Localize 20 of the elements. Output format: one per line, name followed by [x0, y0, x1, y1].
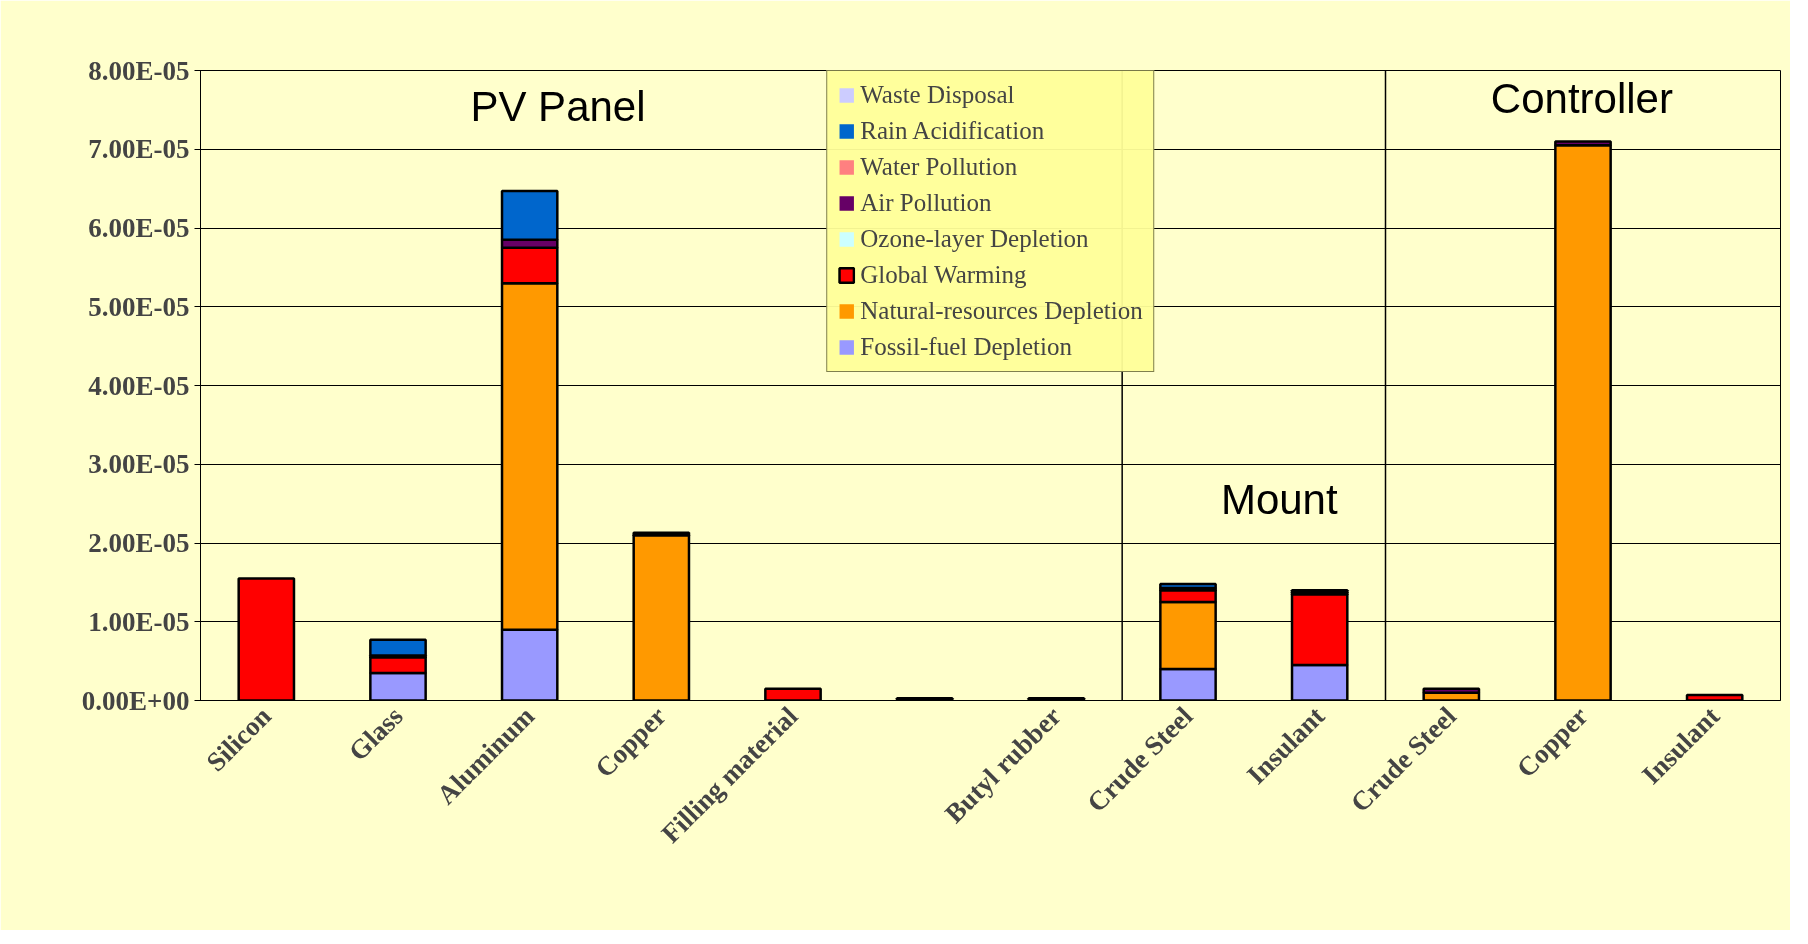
y-tick-label: 1.00E-05 — [88, 606, 190, 637]
annotation: PV Panel — [470, 82, 646, 130]
legend-label: Rain Acidification — [860, 117, 1045, 145]
y-tick-label: 4.00E-05 — [88, 370, 190, 401]
y-tick-label: 7.00E-05 — [88, 134, 190, 165]
annotation: Mount — [1220, 476, 1338, 524]
y-tick-label: 8.00E-05 — [88, 55, 190, 86]
y-tick-label: 3.00E-05 — [88, 449, 190, 480]
legend-label: Global Warming — [860, 261, 1027, 289]
legend-label: Natural-resources Depletion — [860, 297, 1143, 325]
y-tick-label: 5.00E-05 — [88, 291, 190, 322]
y-tick-label: 6.00E-05 — [88, 213, 190, 243]
legend-label: Ozone-layer Depletion — [860, 225, 1089, 253]
legend-label: Waste Disposal — [860, 81, 1015, 109]
annotation: Controller — [1490, 74, 1673, 122]
legend-label: Water Pollution — [860, 153, 1018, 181]
legend-label: Air Pollution — [860, 189, 992, 217]
legend-label: Fossil-fuel Depletion — [860, 333, 1073, 361]
y-tick-label: 2.00E-05 — [88, 528, 190, 558]
y-tick-label: 0.00E+00 — [81, 685, 190, 716]
